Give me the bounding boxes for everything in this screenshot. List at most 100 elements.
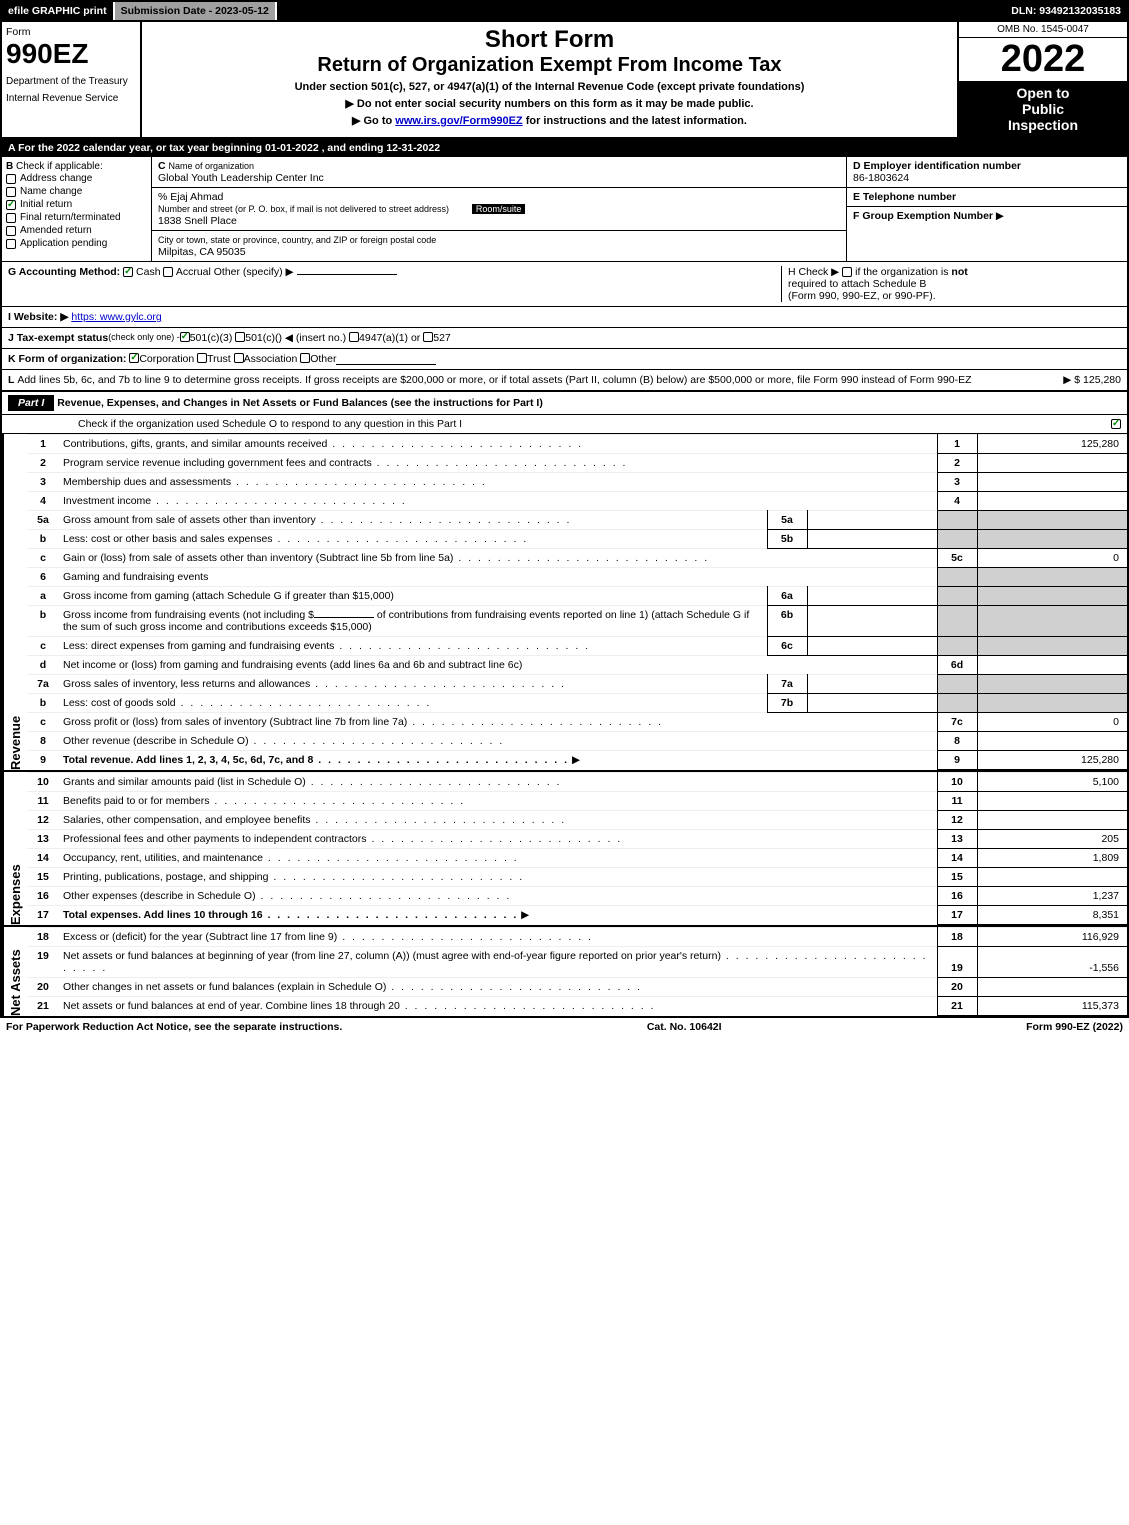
checkbox-corp[interactable] — [129, 353, 139, 363]
line-8: 8Other revenue (describe in Schedule O)8 — [27, 732, 1127, 751]
tax-year: 2022 — [959, 38, 1127, 81]
footer-left: For Paperwork Reduction Act Notice, see … — [6, 1021, 342, 1033]
checkbox-527[interactable] — [423, 332, 433, 342]
checkbox-schedule-o[interactable] — [1111, 419, 1121, 429]
net-assets-table: 18Excess or (deficit) for the year (Subt… — [27, 927, 1127, 1016]
net-assets-section: Net Assets 18Excess or (deficit) for the… — [2, 927, 1127, 1016]
header-left: Form 990EZ Department of the Treasury In… — [2, 22, 142, 137]
goto-link[interactable]: www.irs.gov/Form990EZ — [395, 115, 522, 127]
amt-17: 8,351 — [977, 906, 1127, 925]
row-l: L Add lines 5b, 6c, and 7b to line 9 to … — [2, 370, 1127, 392]
ein-value: 86-1803624 — [853, 172, 909, 184]
section-a-bar: A For the 2022 calendar year, or tax yea… — [2, 139, 1127, 157]
line-10: 10Grants and similar amounts paid (list … — [27, 773, 1127, 792]
line-6a: aGross income from gaming (attach Schedu… — [27, 587, 1127, 606]
goto-suffix: for instructions and the latest informat… — [526, 115, 747, 127]
line-5a: 5aGross amount from sale of assets other… — [27, 511, 1127, 530]
net-assets-label: Net Assets — [2, 927, 27, 1016]
line-12: 12Salaries, other compensation, and empl… — [27, 811, 1127, 830]
row-k: K Form of organization: Corporation Trus… — [2, 349, 1127, 370]
line-20: 20Other changes in net assets or fund ba… — [27, 978, 1127, 997]
amt-6d — [977, 656, 1127, 675]
amt-8 — [977, 732, 1127, 751]
line-16: 16Other expenses (describe in Schedule O… — [27, 887, 1127, 906]
line-11: 11Benefits paid to or for members11 — [27, 792, 1127, 811]
expenses-label: Expenses — [2, 772, 27, 925]
part1-label: Part I — [8, 395, 54, 411]
under-section: Under section 501(c), 527, or 4947(a)(1)… — [146, 81, 953, 93]
main-title: Return of Organization Exempt From Incom… — [146, 54, 953, 77]
part1-header: Part I Revenue, Expenses, and Changes in… — [2, 392, 1127, 415]
line-19: 19Net assets or fund balances at beginni… — [27, 947, 1127, 978]
footer-right: Form 990-EZ (2022) — [1026, 1021, 1123, 1033]
efile-label[interactable]: efile GRAPHIC print — [2, 2, 115, 20]
website-link[interactable]: https: www.gylc.org — [71, 311, 161, 323]
revenue-label: Revenue — [2, 434, 27, 770]
checkbox-cash[interactable] — [123, 267, 133, 277]
line-6c: cLess: direct expenses from gaming and f… — [27, 637, 1127, 656]
checkbox-application-pending[interactable] — [6, 239, 16, 249]
header-right: OMB No. 1545-0047 2022 Open to Public In… — [957, 22, 1127, 137]
open-to-public: Open to Public Inspection — [959, 81, 1127, 137]
form-word: Form — [6, 26, 136, 38]
dept-irs: Internal Revenue Service — [6, 87, 136, 104]
checkbox-schedule-b[interactable] — [842, 267, 852, 277]
page-footer: For Paperwork Reduction Act Notice, see … — [0, 1018, 1129, 1036]
row-j: J Tax-exempt status (check only one) - 5… — [2, 328, 1127, 349]
box-def: D Employer identification number 86-1803… — [847, 157, 1127, 261]
line-17: 17Total expenses. Add lines 10 through 1… — [27, 906, 1127, 925]
amt-10: 5,100 — [977, 773, 1127, 792]
checkbox-final-return[interactable] — [6, 213, 16, 223]
checkbox-trust[interactable] — [197, 353, 207, 363]
amt-16: 1,237 — [977, 887, 1127, 906]
amt-9: 125,280 — [977, 751, 1127, 770]
checkbox-name-change[interactable] — [6, 187, 16, 197]
org-name: Global Youth Leadership Center Inc — [158, 172, 324, 184]
line-6b: bGross income from fundraising events (n… — [27, 606, 1127, 637]
checkbox-501c[interactable] — [235, 332, 245, 342]
amt-12 — [977, 811, 1127, 830]
checkbox-4947[interactable] — [349, 332, 359, 342]
checkbox-accrual[interactable] — [163, 267, 173, 277]
amt-4 — [977, 492, 1127, 511]
dln-label: DLN: 93492132035183 — [1005, 2, 1127, 20]
submission-date: Submission Date - 2023-05-12 — [115, 2, 277, 20]
line-13: 13Professional fees and other payments t… — [27, 830, 1127, 849]
header-center: Short Form Return of Organization Exempt… — [142, 22, 957, 137]
top-bar: efile GRAPHIC print Submission Date - 20… — [0, 0, 1129, 22]
checkbox-501c3[interactable] — [180, 332, 190, 342]
line-21: 21Net assets or fund balances at end of … — [27, 997, 1127, 1016]
revenue-table: 1Contributions, gifts, grants, and simil… — [27, 434, 1127, 770]
checkbox-initial-return[interactable] — [6, 200, 16, 210]
checkbox-address-change[interactable] — [6, 174, 16, 184]
amt-19: -1,556 — [977, 947, 1127, 978]
amt-20 — [977, 978, 1127, 997]
amt-18: 116,929 — [977, 928, 1127, 947]
checkbox-assoc[interactable] — [234, 353, 244, 363]
care-of: % Ejaj Ahmad — [158, 191, 223, 203]
revenue-section: Revenue 1Contributions, gifts, grants, a… — [2, 434, 1127, 772]
expenses-table: 10Grants and similar amounts paid (list … — [27, 772, 1127, 925]
line-14: 14Occupancy, rent, utilities, and mainte… — [27, 849, 1127, 868]
amt-21: 115,373 — [977, 997, 1127, 1016]
line-5b: bLess: cost or other basis and sales exp… — [27, 530, 1127, 549]
box-c: C Name of organization Global Youth Lead… — [152, 157, 847, 261]
form-header: Form 990EZ Department of the Treasury In… — [2, 22, 1127, 139]
short-form-title: Short Form — [146, 26, 953, 54]
amt-5c: 0 — [977, 549, 1127, 568]
gross-receipts-amount: 125,280 — [1083, 374, 1121, 386]
city-state-zip: Milpitas, CA 95035 — [158, 246, 246, 258]
footer-center: Cat. No. 10642I — [647, 1021, 722, 1033]
line-7b: bLess: cost of goods sold7b — [27, 694, 1127, 713]
checkbox-other-org[interactable] — [300, 353, 310, 363]
amt-13: 205 — [977, 830, 1127, 849]
ssn-warning: Do not enter social security numbers on … — [146, 97, 953, 110]
amt-3 — [977, 473, 1127, 492]
amt-14: 1,809 — [977, 849, 1127, 868]
dept-treasury: Department of the Treasury — [6, 70, 136, 87]
expenses-section: Expenses 10Grants and similar amounts pa… — [2, 772, 1127, 927]
address-block: B Check if applicable: Address change Na… — [2, 157, 1127, 262]
checkbox-amended-return[interactable] — [6, 226, 16, 236]
line-5c: cGain or (loss) from sale of assets othe… — [27, 549, 1127, 568]
line-9: 9Total revenue. Add lines 1, 2, 3, 4, 5c… — [27, 751, 1127, 770]
